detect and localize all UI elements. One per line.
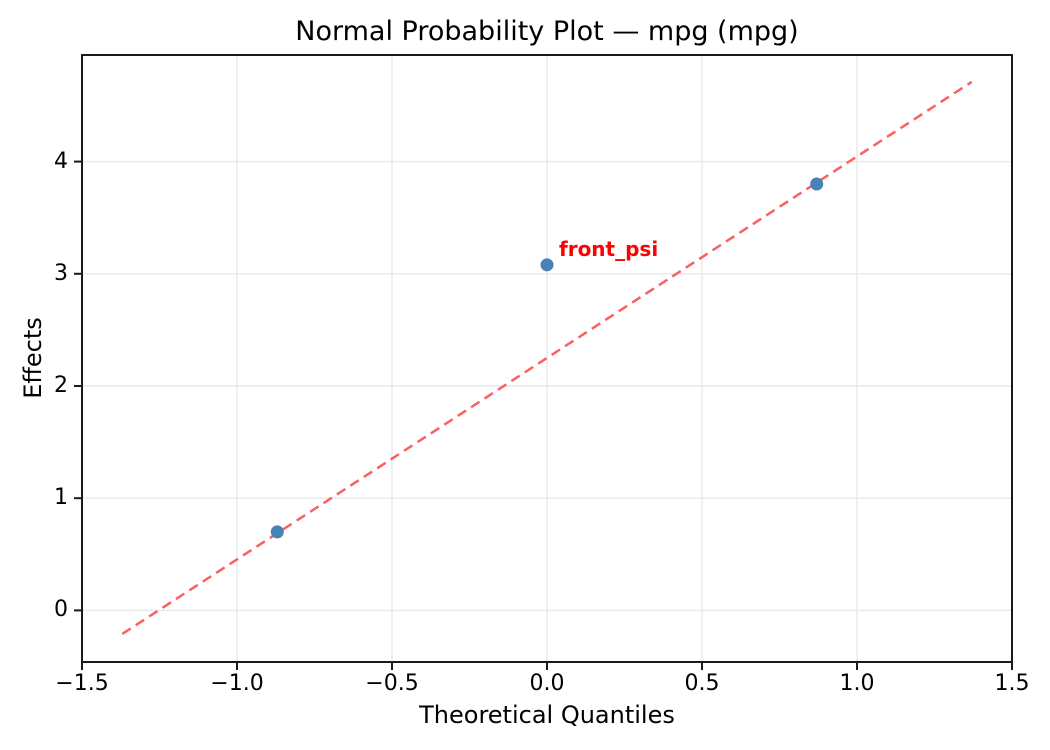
x-tick-label: 0.5: [684, 671, 720, 696]
data-point: [540, 258, 554, 272]
point-annotation: front_psi: [559, 236, 659, 261]
chart-title: Normal Probability Plot — mpg (mpg): [295, 16, 799, 47]
x-tick-label: −1.5: [55, 671, 109, 696]
fit-line: [121, 80, 973, 635]
y-tick-label: 1: [54, 485, 68, 511]
data-point: [810, 177, 824, 191]
x-tick-label: 1.0: [839, 671, 875, 696]
y-tick-label: 3: [54, 260, 68, 286]
y-tick-label: 4: [54, 148, 68, 174]
y-tick-label: 0: [54, 597, 68, 623]
x-axis-label: Theoretical Quantiles: [419, 701, 675, 729]
data-point: [270, 525, 284, 539]
x-tick-label: −1.0: [210, 671, 264, 696]
x-tick-label: 0.0: [529, 671, 565, 696]
x-tick-label: −0.5: [365, 671, 419, 696]
y-tick-label: 2: [54, 372, 68, 398]
y-axis-label: Effects: [19, 317, 47, 399]
x-tick-label: 1.5: [994, 671, 1030, 696]
